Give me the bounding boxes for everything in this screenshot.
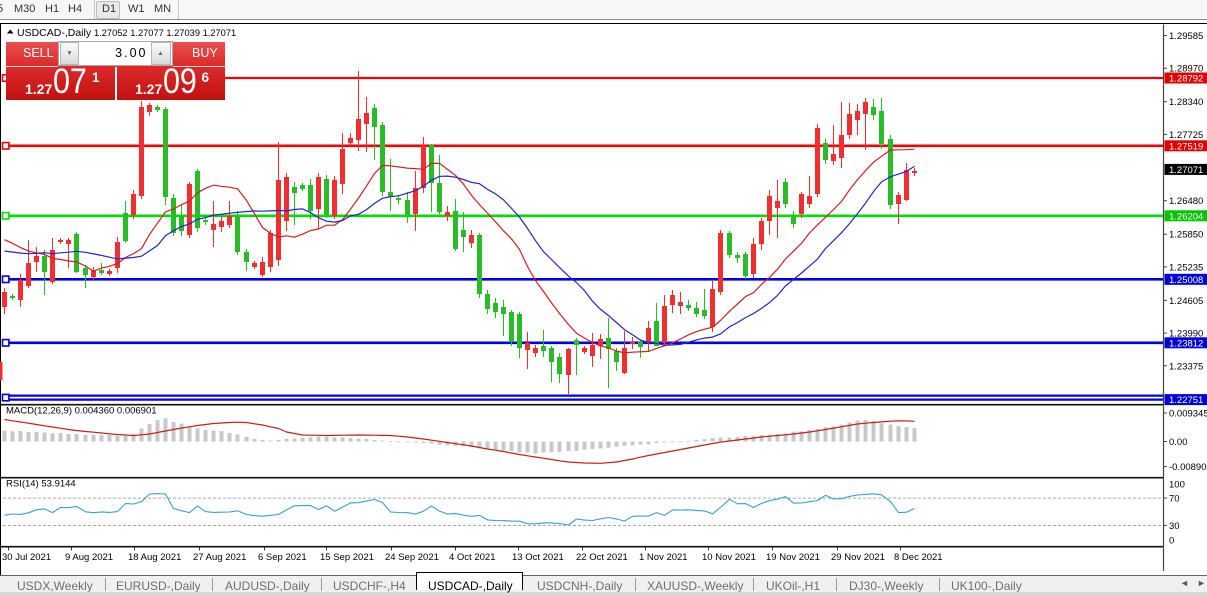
svg-text:1.25850: 1.25850 [1169, 230, 1203, 241]
svg-text:0: 0 [1169, 536, 1174, 547]
svg-text:27 Aug 2021: 27 Aug 2021 [193, 552, 246, 563]
svg-text:24 Sep 2021: 24 Sep 2021 [385, 552, 439, 563]
svg-text:19 Nov 2021: 19 Nov 2021 [766, 552, 820, 563]
svg-text:1.29585: 1.29585 [1169, 31, 1203, 42]
svg-text:1.27725: 1.27725 [1169, 130, 1203, 141]
svg-text:RSI(14) 53.9144: RSI(14) 53.9144 [6, 479, 76, 490]
svg-text:1.28970: 1.28970 [1169, 64, 1203, 75]
svg-text:1.22751: 1.22751 [1169, 395, 1203, 406]
svg-text:30: 30 [1169, 521, 1180, 532]
svg-text:18 Aug 2021: 18 Aug 2021 [128, 552, 181, 563]
svg-text:9 Aug 2021: 9 Aug 2021 [65, 552, 113, 563]
svg-text:13 Oct 2021: 13 Oct 2021 [512, 552, 564, 563]
svg-text:22 Oct 2021: 22 Oct 2021 [576, 552, 628, 563]
svg-text:4 Oct 2021: 4 Oct 2021 [449, 552, 495, 563]
svg-text:10 Nov 2021: 10 Nov 2021 [702, 552, 756, 563]
svg-text:1.23375: 1.23375 [1169, 361, 1203, 372]
svg-text:USDCAD-,Daily: USDCAD-,Daily [17, 27, 92, 39]
svg-text:1.27052 1.27077 1.27039 1.2707: 1.27052 1.27077 1.27039 1.27071 [94, 28, 236, 38]
svg-text:29 Nov 2021: 29 Nov 2021 [831, 552, 885, 563]
svg-text:MACD(12,26,9) 0.004360 0.00690: MACD(12,26,9) 0.004360 0.006901 [6, 406, 157, 417]
svg-text:1.25008: 1.25008 [1169, 275, 1203, 286]
svg-text:1.24605: 1.24605 [1169, 296, 1203, 307]
svg-text:1.27519: 1.27519 [1169, 141, 1203, 152]
svg-text:15 Sep 2021: 15 Sep 2021 [320, 552, 374, 563]
svg-text:100: 100 [1169, 480, 1185, 491]
svg-text:70: 70 [1169, 494, 1180, 505]
svg-text:1.26204: 1.26204 [1169, 211, 1203, 222]
svg-text:1.28340: 1.28340 [1169, 97, 1203, 108]
svg-text:-0.008902: -0.008902 [1169, 462, 1207, 473]
svg-text:1.27071: 1.27071 [1169, 165, 1203, 176]
svg-text:8 Dec 2021: 8 Dec 2021 [894, 552, 943, 563]
svg-text:1.28792: 1.28792 [1169, 74, 1203, 85]
svg-text:30 Jul 2021: 30 Jul 2021 [2, 552, 51, 563]
svg-text:1.25235: 1.25235 [1169, 262, 1203, 273]
svg-text:0.009345: 0.009345 [1169, 409, 1207, 420]
svg-text:1.26480: 1.26480 [1169, 196, 1203, 207]
svg-text:6 Sep 2021: 6 Sep 2021 [258, 552, 307, 563]
svg-text:1.23990: 1.23990 [1169, 329, 1203, 340]
svg-text:1.23812: 1.23812 [1169, 338, 1203, 349]
svg-text:1 Nov 2021: 1 Nov 2021 [639, 552, 688, 563]
svg-text:0.00: 0.00 [1169, 437, 1188, 448]
